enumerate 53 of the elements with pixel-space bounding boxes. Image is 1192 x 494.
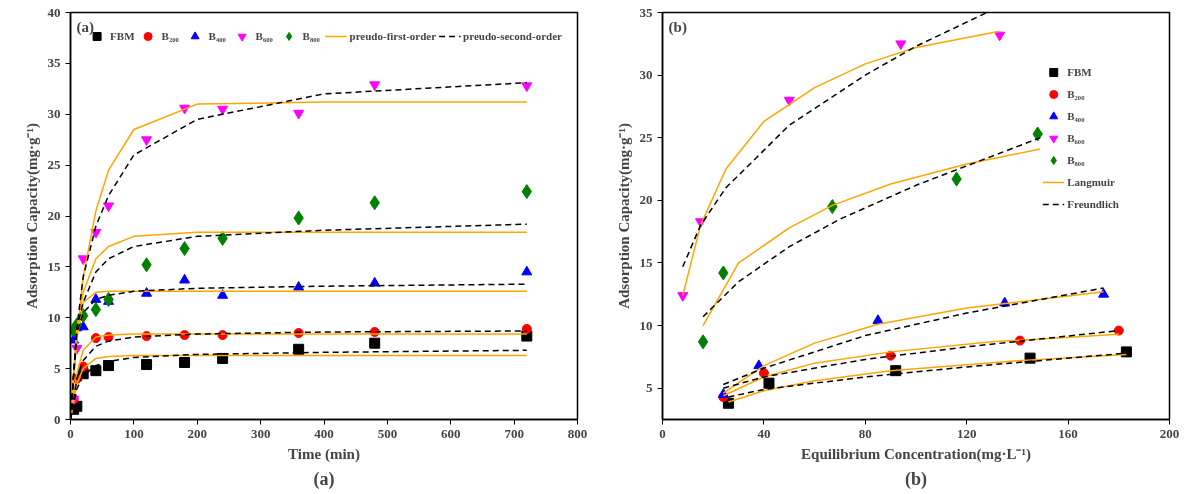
y-tick-label: 20: [47, 208, 61, 223]
x-tick-label: 400: [314, 425, 334, 441]
x-tick-label: 0: [659, 425, 666, 441]
x-tick-label: 200: [187, 425, 207, 441]
y-tick-label: 35: [639, 4, 653, 20]
x-tick-label: 300: [250, 425, 271, 441]
y-tick-label: 35: [47, 55, 61, 71]
legend-label: B₂₀₀: [1067, 88, 1086, 100]
legend-label: B₆₀₀: [1067, 132, 1086, 144]
x-tick-label: 120: [956, 425, 977, 441]
y-tick-label: 20: [639, 192, 653, 208]
y-tick-label: 15: [639, 254, 653, 270]
x-tick-label: 200: [1159, 425, 1180, 441]
legend-label: B₆₀₀: [255, 30, 274, 42]
y-tick-label: 25: [47, 157, 61, 173]
legend-label: Langmuir: [1067, 176, 1115, 188]
y-tick-label: 25: [639, 129, 653, 145]
legend-label: Freundlich: [1067, 198, 1119, 210]
x-axis-title: Time (min): [288, 445, 360, 463]
x-tick-label: 800: [567, 425, 588, 441]
legend-label: B₄₀₀: [1067, 110, 1086, 122]
legend-label: B₈₀₀: [1067, 154, 1086, 166]
annotation: (a): [76, 18, 95, 36]
x-tick-label: 160: [1058, 425, 1078, 441]
y-tick-label: 40: [47, 4, 61, 20]
y-tick-label: 10: [639, 317, 653, 333]
x-tick-label: 40: [757, 425, 771, 441]
legend-label: B₈₀₀: [302, 30, 321, 42]
x-axis-title: Equilibrium Concentration(mg·L⁻¹): [801, 445, 1031, 463]
y-tick-label: 5: [54, 360, 61, 376]
legend-label: FBM: [110, 30, 135, 42]
x-tick-label: 0: [67, 425, 74, 441]
x-tick-label: 80: [858, 425, 872, 441]
y-axis-title: Adsorption Capacity(mg·g⁻¹): [23, 123, 41, 309]
legend-label: preudo-first-order: [349, 30, 437, 42]
legend-label: B₄₀₀: [208, 30, 227, 42]
y-tick-label: 30: [639, 67, 653, 83]
y-tick-label: 10: [47, 309, 61, 325]
x-tick-label: 700: [504, 425, 524, 441]
text: (b): [905, 468, 928, 490]
legend-label: B₂₀₀: [161, 30, 180, 42]
x-tick-label: 100: [124, 425, 144, 441]
x-tick-label: 500: [377, 425, 398, 441]
y-tick-label: 5: [646, 380, 653, 396]
y-tick-label: 0: [54, 411, 61, 427]
x-tick-label: 600: [441, 425, 461, 441]
y-tick-label: 30: [47, 106, 61, 122]
legend-label: FBM: [1067, 66, 1092, 78]
y-tick-label: 15: [47, 258, 61, 274]
text: (a): [313, 468, 335, 490]
y-axis-title: Adsorption Capacity(mg·g⁻¹): [615, 123, 633, 309]
legend-label: preudo-second-order: [463, 30, 562, 42]
annotation: (b): [668, 18, 687, 36]
